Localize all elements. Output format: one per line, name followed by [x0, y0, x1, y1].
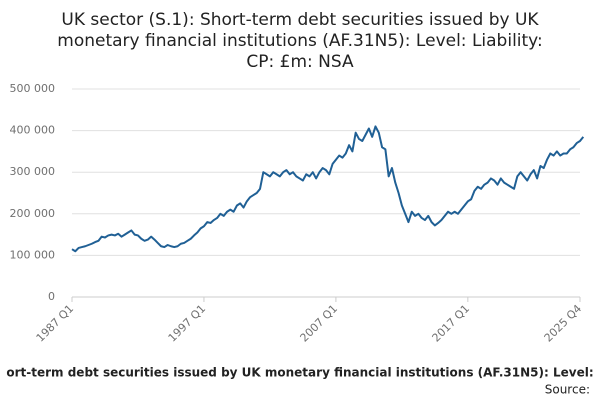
- chart-title: monetary financial institutions (AF.31N5…: [57, 31, 542, 51]
- x-tick-label: 2025 Q4: [542, 302, 585, 345]
- y-tick-label: 300 000: [10, 165, 56, 178]
- y-tick-label: 500 000: [10, 82, 56, 95]
- y-tick-label: 400 000: [10, 124, 56, 137]
- x-tick-label: 2007 Q1: [298, 302, 341, 345]
- x-tick-label: 2017 Q1: [430, 302, 473, 345]
- source: Source:: [545, 383, 590, 397]
- footer-title: ort-term debt securities issued by UK mo…: [6, 366, 593, 380]
- data-line: [71, 125, 585, 253]
- y-tick-label: 200 000: [10, 207, 56, 220]
- chart-title: CP: £m: NSA: [246, 52, 354, 72]
- x-tick-label: 1997 Q1: [166, 302, 209, 345]
- y-tick-label: 0: [48, 290, 55, 303]
- chart-title: UK sector (S.1): Short-term debt securit…: [61, 10, 539, 30]
- y-tick-label: 100 000: [10, 248, 56, 261]
- x-tick-label: 1987 Q1: [34, 302, 77, 345]
